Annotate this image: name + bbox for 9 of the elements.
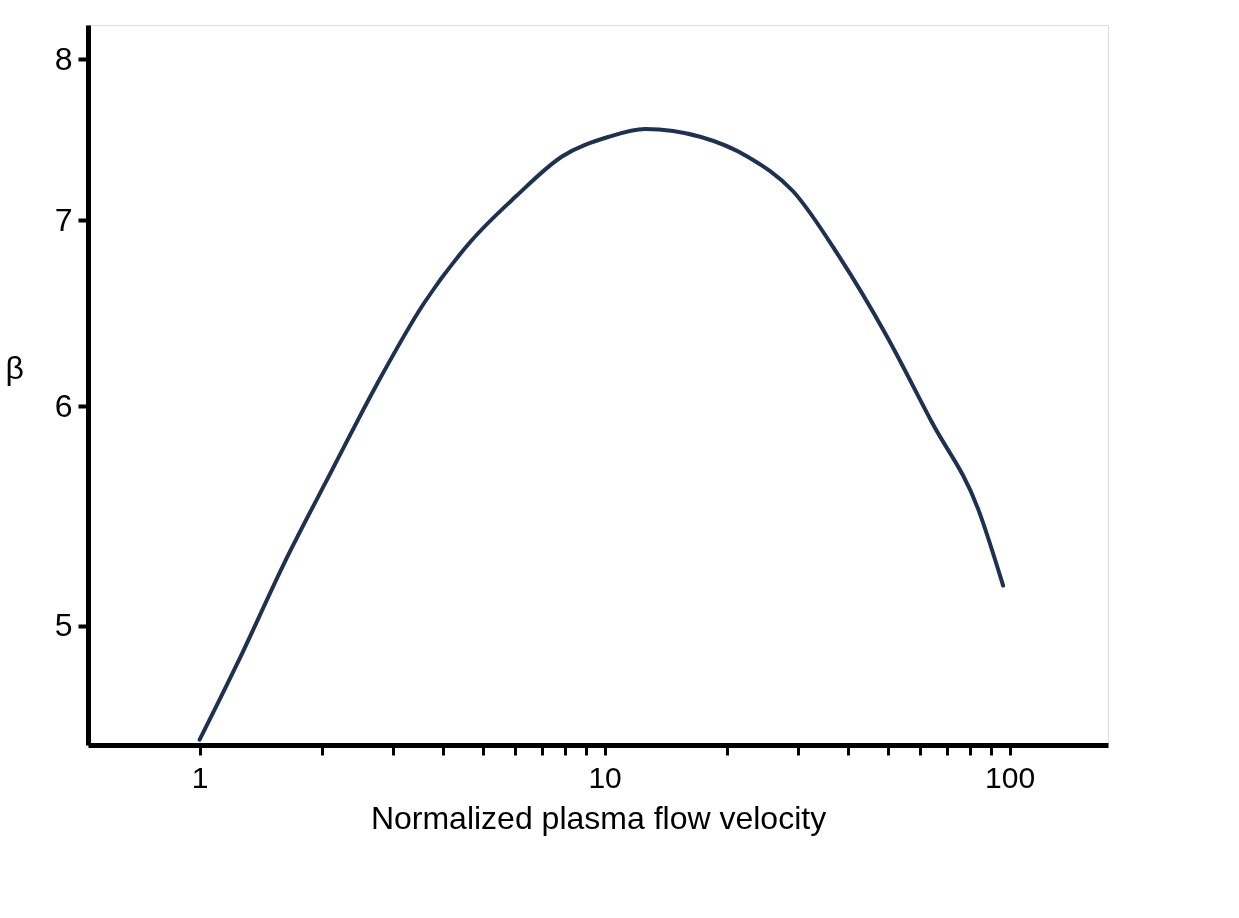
y-tick-label: 7 [54, 201, 73, 238]
x-tick-label: 100 [985, 760, 1036, 794]
x-axis-title: Normalized plasma flow velocity [370, 799, 827, 836]
y-axis-title: β [5, 349, 24, 386]
y-tick-label: 8 [54, 40, 73, 77]
y-tick-label: 5 [54, 607, 73, 644]
x-tick-label: 10 [588, 760, 622, 794]
y-tick-label: 6 [54, 387, 73, 424]
x-tick-label: 1 [191, 760, 209, 794]
